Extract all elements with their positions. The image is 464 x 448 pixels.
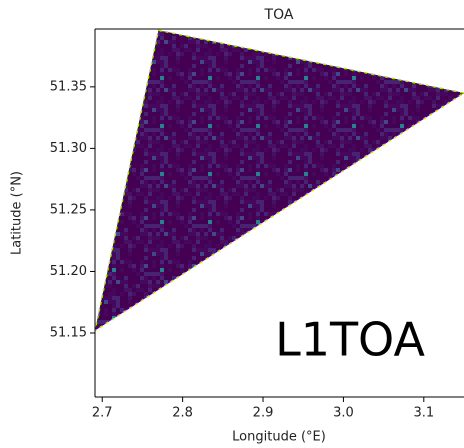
y-tick-label: 51.25 xyxy=(50,202,87,217)
y-tick-label: 51.30 xyxy=(50,141,87,156)
y-axis-label: Latitude (°N) xyxy=(10,171,25,255)
annotation: L1TOA xyxy=(275,313,425,367)
x-tick-label: 3.1 xyxy=(413,406,434,421)
y-tick-label: 51.35 xyxy=(50,79,87,94)
x-tick-label: 2.7 xyxy=(92,406,113,421)
x-tick-label: 2.9 xyxy=(253,406,274,421)
y-tick-label: 51.20 xyxy=(50,264,87,279)
chart-title: TOA xyxy=(264,7,294,23)
x-tick-label: 3.0 xyxy=(333,406,354,421)
x-axis-label: Longitude (°E) xyxy=(232,430,326,445)
plot-area xyxy=(95,29,464,332)
x-tick-label: 2.8 xyxy=(172,406,193,421)
y-tick-label: 51.15 xyxy=(50,326,87,341)
footprint-texture xyxy=(95,29,464,332)
